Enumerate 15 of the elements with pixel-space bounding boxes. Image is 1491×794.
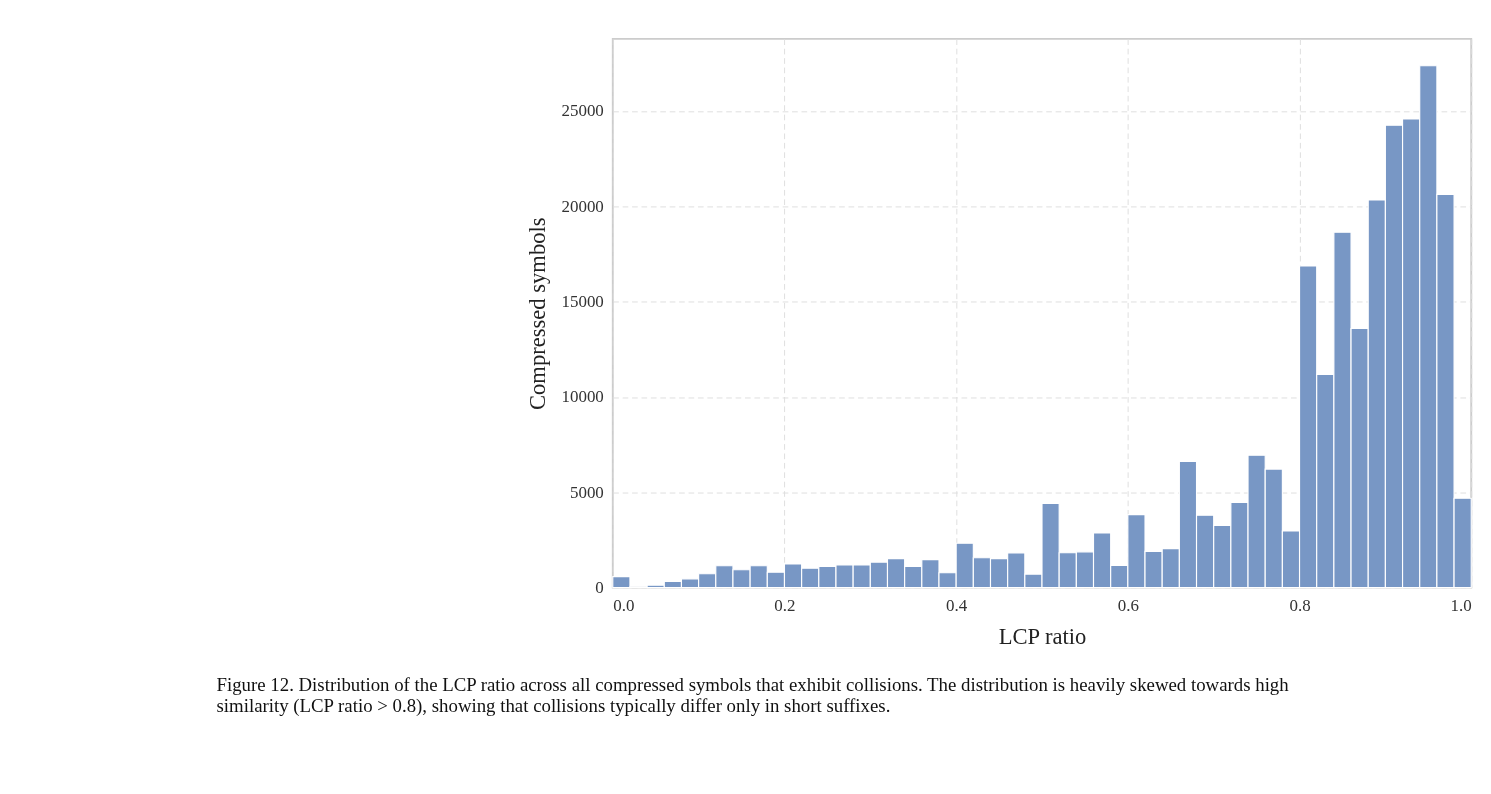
y-tick-label: 5000 xyxy=(569,482,604,502)
y-tick-label: 0 xyxy=(595,577,604,597)
x-axis-title: LCP ratio xyxy=(998,623,1087,649)
caption: Figure 12. Distribution of the LCP ratio across all compressed symbols that exhibit collisions. The distribution is heavily skewed towards high similarity (LCP ratio > 0.8), showing that collisions typically differ only in short suffixes. xyxy=(216,674,1290,717)
y-tick-label: 10000 xyxy=(561,387,604,407)
x-tick-label: 0.0 xyxy=(613,595,635,615)
y-axis-title: Compressed symbols xyxy=(525,217,551,410)
x-tick-label: 0.4 xyxy=(946,595,968,615)
x-tick-label: 0.2 xyxy=(774,595,796,615)
y-tick-label: 15000 xyxy=(561,292,604,311)
y-tick-label: 20000 xyxy=(561,196,604,216)
x-tick-label: 0.8 xyxy=(1289,595,1311,615)
x-tick-label: 1.0 xyxy=(1450,595,1472,615)
x-tick-label: 0.6 xyxy=(1117,595,1139,615)
y-tick-label: 25000 xyxy=(561,101,604,121)
